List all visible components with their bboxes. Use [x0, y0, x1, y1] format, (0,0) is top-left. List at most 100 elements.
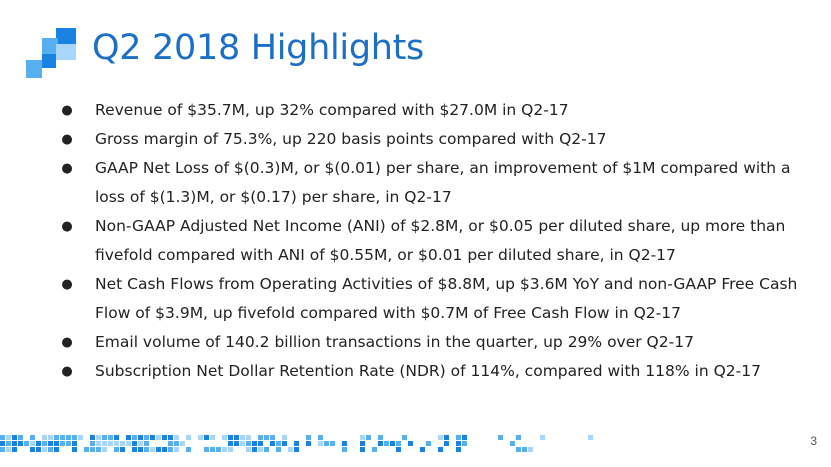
strip-pixel — [252, 441, 257, 446]
strip-pixel — [258, 441, 263, 446]
strip-pixel — [540, 435, 545, 440]
strip-pixel — [360, 435, 365, 440]
strip-pixel — [90, 447, 95, 452]
strip-pixel — [246, 441, 251, 446]
strip-pixel — [66, 441, 71, 446]
strip-pixel — [96, 441, 101, 446]
strip-pixel — [0, 435, 5, 440]
page-number: 3 — [810, 434, 817, 448]
strip-pixel — [174, 435, 179, 440]
strip-pixel — [150, 435, 155, 440]
strip-pixel — [216, 447, 221, 452]
strip-pixel — [186, 435, 191, 440]
strip-pixel — [408, 441, 413, 446]
strip-pixel — [438, 447, 443, 452]
strip-pixel — [90, 435, 95, 440]
strip-pixel — [222, 435, 227, 440]
strip-pixel — [84, 447, 89, 452]
page-title: Q2 2018 Highlights — [92, 28, 424, 68]
strip-pixel — [240, 435, 245, 440]
strip-pixel — [132, 435, 137, 440]
bullet-dot-icon: ● — [61, 219, 73, 234]
strip-pixel — [318, 441, 323, 446]
strip-pixel — [156, 435, 161, 440]
strip-pixel — [396, 441, 401, 446]
strip-pixel — [246, 447, 251, 452]
strip-pixel — [108, 435, 113, 440]
strip-pixel — [384, 441, 389, 446]
strip-pixel — [78, 435, 83, 440]
strip-pixel — [228, 447, 233, 452]
strip-pixel — [444, 435, 449, 440]
strip-pixel — [114, 435, 119, 440]
strip-pixel — [306, 435, 311, 440]
strip-pixel — [456, 447, 461, 452]
strip-pixel — [360, 441, 365, 446]
strip-pixel — [120, 441, 125, 446]
strip-pixel — [42, 435, 47, 440]
strip-pixel — [270, 435, 275, 440]
strip-pixel — [588, 435, 593, 440]
strip-pixel — [108, 441, 113, 446]
strip-pixel — [462, 435, 467, 440]
strip-pixel — [222, 447, 227, 452]
strip-pixel — [6, 441, 11, 446]
strip-pixel — [438, 435, 443, 440]
strip-pixel — [138, 441, 143, 446]
strip-pixel — [204, 435, 209, 440]
strip-pixel — [0, 447, 5, 452]
strip-pixel — [366, 435, 371, 440]
strip-pixel — [6, 447, 11, 452]
strip-pixel — [324, 441, 329, 446]
strip-pixel — [510, 441, 515, 446]
strip-pixel — [144, 435, 149, 440]
strip-pixel — [150, 447, 155, 452]
strip-pixel — [162, 447, 167, 452]
strip-pixel — [54, 441, 59, 446]
strip-pixel — [54, 447, 59, 452]
strip-pixel — [120, 447, 125, 452]
strip-pixel — [12, 447, 17, 452]
strip-pixel — [186, 447, 191, 452]
strip-pixel — [234, 441, 239, 446]
list-item: ● Revenue of $35.7M, up 32% compared with… — [60, 96, 800, 125]
strip-pixel — [522, 447, 527, 452]
strip-pixel — [48, 441, 53, 446]
strip-pixel — [420, 447, 425, 452]
strip-pixel — [378, 441, 383, 446]
strip-pixel — [210, 435, 215, 440]
strip-pixel — [264, 447, 269, 452]
strip-pixel — [18, 435, 23, 440]
strip-pixel — [48, 447, 53, 452]
strip-pixel — [258, 435, 263, 440]
strip-pixel — [102, 435, 107, 440]
strip-pixel — [228, 441, 233, 446]
strip-pixel — [204, 447, 209, 452]
list-item: ● Non-GAAP Adjusted Net Income (ANI) of $… — [60, 212, 800, 270]
strip-pixel — [294, 447, 299, 452]
strip-pixel — [258, 447, 263, 452]
strip-pixel — [72, 447, 77, 452]
strip-pixel — [144, 441, 149, 446]
strip-pixel — [30, 435, 35, 440]
strip-pixel — [360, 447, 365, 452]
strip-pixel — [294, 441, 299, 446]
strip-pixel — [138, 435, 143, 440]
strip-pixel — [516, 435, 521, 440]
bullet-dot-icon: ● — [61, 132, 73, 147]
strip-pixel — [96, 435, 101, 440]
bullet-dot-icon: ● — [61, 103, 73, 118]
strip-pixel — [330, 441, 335, 446]
strip-pixel — [48, 435, 53, 440]
strip-pixel — [42, 441, 47, 446]
strip-pixel — [396, 447, 401, 452]
strip-pixel — [234, 435, 239, 440]
strip-pixel — [60, 441, 65, 446]
strip-pixel — [516, 447, 521, 452]
strip-pixel — [378, 435, 383, 440]
strip-pixel — [144, 447, 149, 452]
company-logo — [26, 28, 76, 78]
strip-pixel — [462, 441, 467, 446]
strip-pixel — [60, 435, 65, 440]
strip-pixel — [72, 441, 77, 446]
